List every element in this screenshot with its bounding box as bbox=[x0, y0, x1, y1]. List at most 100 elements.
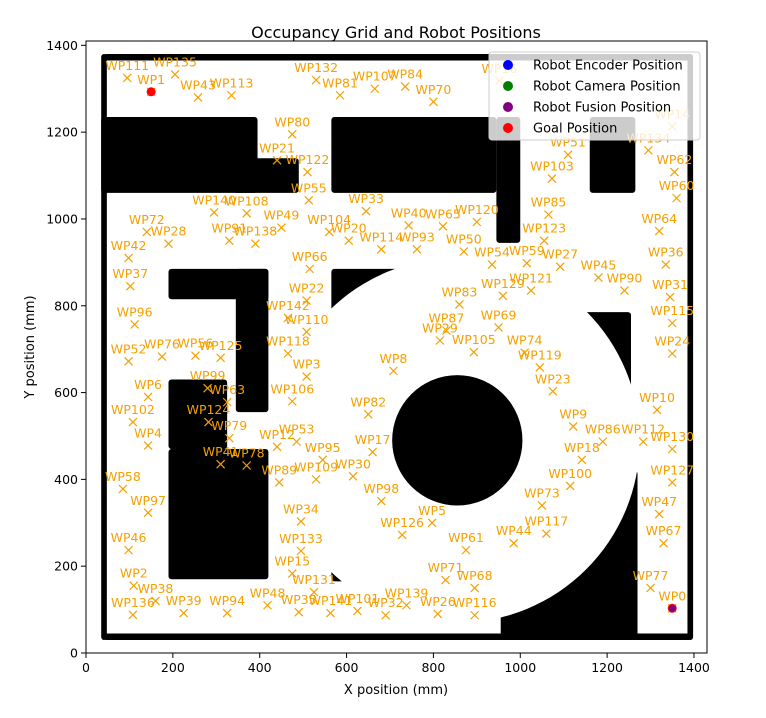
waypoint-label: WP135 bbox=[153, 54, 197, 69]
waypoint: WP52 bbox=[111, 341, 147, 366]
legend-box bbox=[488, 51, 701, 141]
waypoint-label: WP44 bbox=[496, 523, 532, 538]
waypoint-marker bbox=[283, 313, 293, 323]
waypoint-label: WP115 bbox=[650, 303, 694, 318]
waypoint-marker bbox=[122, 73, 132, 83]
waypoint: WP21 bbox=[259, 140, 295, 165]
waypoint-label: WP65 bbox=[425, 206, 461, 221]
waypoint: WP126 bbox=[380, 515, 424, 540]
waypoint-label: WP29 bbox=[422, 320, 458, 335]
waypoint: WP12 bbox=[259, 427, 295, 452]
waypoint-marker bbox=[526, 286, 536, 295]
waypoint: WP141 bbox=[309, 593, 352, 618]
legend-label: Robot Fusion Position bbox=[533, 101, 671, 116]
obstacle-layer bbox=[101, 54, 694, 640]
y-tick-label: 800 bbox=[54, 298, 78, 313]
waypoint-marker bbox=[400, 82, 410, 91]
waypoint-label: WP125 bbox=[199, 338, 243, 353]
waypoint: WP140 bbox=[192, 192, 236, 217]
waypoint-label: WP67 bbox=[646, 523, 682, 538]
obstacle-block bbox=[687, 54, 694, 640]
obstacle-block bbox=[101, 54, 107, 640]
waypoint: WP4 bbox=[134, 426, 162, 450]
waypoint: WP71 bbox=[428, 560, 463, 585]
fusion-marker bbox=[668, 604, 676, 612]
waypoint-marker bbox=[335, 90, 345, 100]
y-tick-label: 600 bbox=[54, 385, 78, 400]
y-tick-label: 200 bbox=[54, 559, 78, 574]
waypoint: WP135 bbox=[153, 54, 197, 79]
waypoint-label: WP15 bbox=[274, 554, 310, 569]
waypoint: WP132 bbox=[294, 60, 338, 85]
waypoint-label: WP50 bbox=[446, 232, 482, 247]
waypoint-label: WP10 bbox=[639, 390, 675, 405]
waypoint-label: WP39 bbox=[166, 593, 202, 608]
waypoint: WP34 bbox=[283, 501, 319, 526]
waypoint: WP38 bbox=[138, 581, 173, 606]
waypoint: WP133 bbox=[279, 531, 323, 556]
waypoint-marker bbox=[568, 422, 578, 431]
waypoint-marker bbox=[287, 396, 297, 406]
waypoint-marker bbox=[498, 291, 508, 301]
waypoint: WP40 bbox=[391, 205, 427, 230]
waypoint-label: WP58 bbox=[105, 469, 141, 484]
waypoint: WP124 bbox=[187, 402, 230, 427]
waypoint-marker bbox=[620, 286, 629, 295]
waypoint: WP85 bbox=[531, 195, 566, 220]
waypoint-label: WP41 bbox=[203, 444, 239, 459]
waypoint: WP125 bbox=[199, 338, 243, 363]
waypoint-label: WP72 bbox=[129, 212, 165, 227]
waypoint-marker bbox=[216, 353, 226, 363]
waypoint: WP22 bbox=[289, 281, 325, 305]
waypoint: WP99 bbox=[190, 368, 226, 393]
waypoint: WP90 bbox=[607, 271, 642, 295]
waypoint: WP46 bbox=[111, 530, 147, 555]
waypoint: WP59 bbox=[509, 243, 545, 268]
waypoint: WP35 bbox=[281, 592, 317, 617]
waypoint-label: WP80 bbox=[274, 114, 310, 129]
waypoint-marker bbox=[438, 221, 448, 231]
waypoint-label: WP73 bbox=[524, 485, 560, 500]
waypoint-label: WP118 bbox=[266, 334, 310, 349]
waypoint-label: WP63 bbox=[209, 382, 245, 397]
y-tick-label: 1200 bbox=[46, 125, 78, 140]
waypoint: WP33 bbox=[348, 191, 384, 216]
waypoint-label: WP69 bbox=[481, 307, 517, 322]
waypoint-marker bbox=[129, 581, 139, 591]
waypoint-label: WP127 bbox=[650, 462, 694, 477]
waypoint: WP36 bbox=[648, 245, 684, 269]
waypoint-marker bbox=[672, 193, 682, 203]
waypoint-marker bbox=[547, 174, 557, 184]
waypoint-label: WP6 bbox=[134, 377, 162, 392]
waypoint-marker bbox=[361, 206, 371, 216]
waypoint-layer: WP0WP1WP2WP3WP4WP5WP6WP8WP9WP10WP12WP14W… bbox=[105, 54, 695, 620]
waypoint-marker bbox=[272, 442, 282, 452]
waypoint-marker bbox=[283, 349, 293, 358]
waypoint: WP10 bbox=[639, 390, 675, 415]
waypoint-marker bbox=[363, 409, 373, 419]
waypoint: WP44 bbox=[496, 523, 532, 548]
waypoint-label: WP98 bbox=[363, 481, 399, 496]
waypoint-label: WP30 bbox=[335, 456, 371, 471]
waypoint: WP86 bbox=[585, 422, 621, 447]
waypoint-label: WP62 bbox=[657, 152, 693, 167]
waypoint-marker bbox=[118, 484, 128, 494]
waypoint: WP50 bbox=[446, 232, 482, 256]
waypoint: WP127 bbox=[650, 462, 694, 487]
waypoint-label: WP101 bbox=[336, 591, 380, 606]
waypoint-marker bbox=[294, 607, 304, 617]
waypoint-label: WP64 bbox=[641, 211, 677, 226]
waypoint-marker bbox=[143, 508, 153, 518]
obstacle-block bbox=[168, 449, 269, 580]
waypoint: WP138 bbox=[233, 224, 277, 249]
waypoint-label: WP8 bbox=[380, 351, 408, 366]
waypoint: WP15 bbox=[274, 554, 310, 578]
waypoint-label: WP52 bbox=[111, 341, 147, 356]
waypoint-marker bbox=[577, 455, 587, 465]
plot-frame bbox=[85, 40, 708, 654]
waypoint-label: WP21 bbox=[259, 140, 295, 155]
waypoint-marker bbox=[124, 545, 133, 555]
waypoint: WP79 bbox=[211, 418, 247, 443]
waypoint: WP119 bbox=[518, 347, 562, 372]
waypoint-marker bbox=[404, 221, 414, 230]
